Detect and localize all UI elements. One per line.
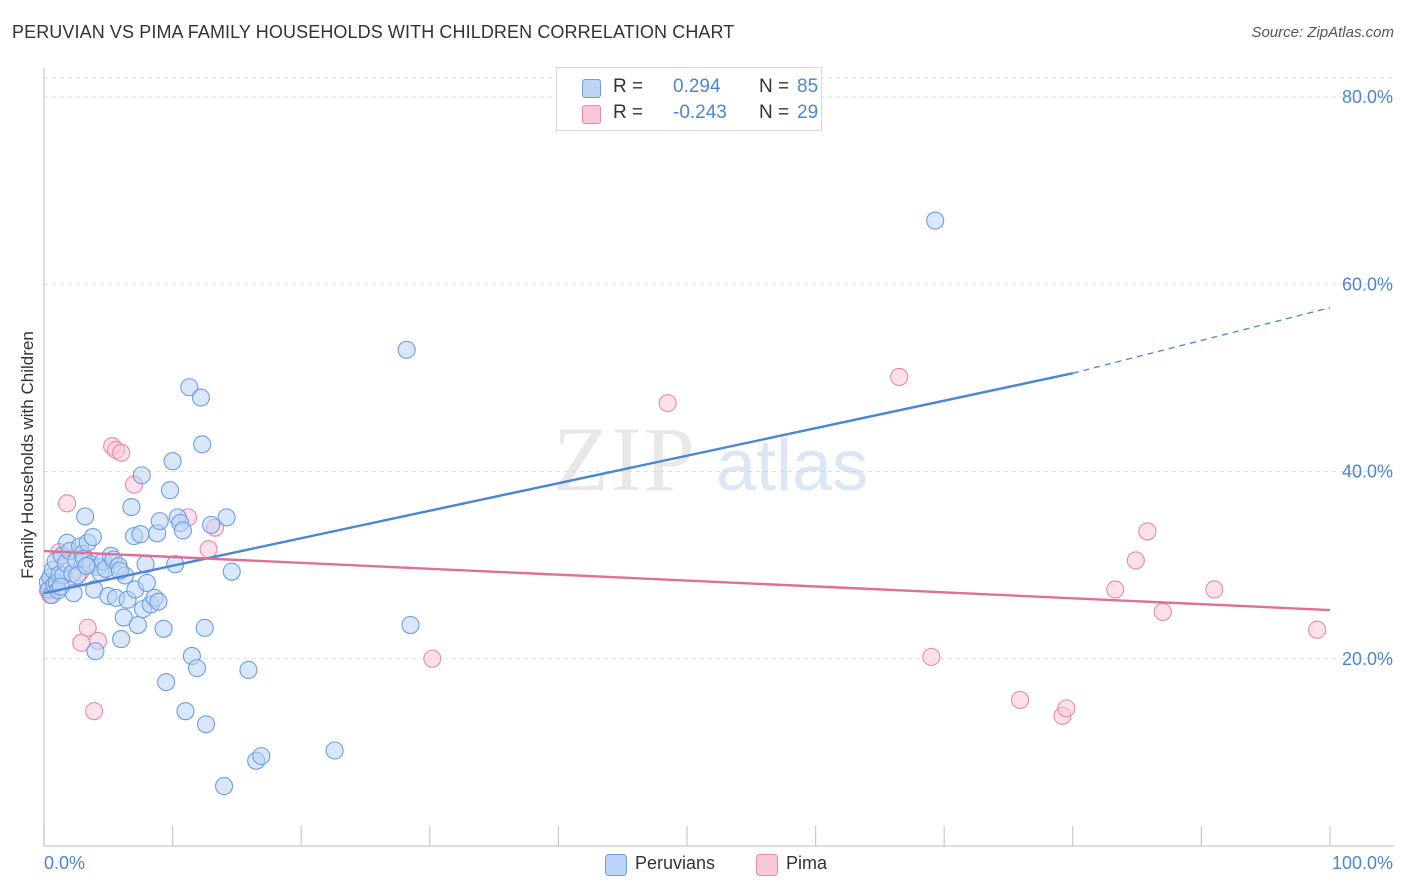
r-value: 0.294 [673, 76, 721, 97]
gridlines [44, 77, 1394, 660]
source-label: Source: ZipAtlas.com [1251, 24, 1394, 41]
peruvians-point [214, 777, 234, 796]
peruvians-point [86, 642, 105, 661]
legend-label-pima: Pima [786, 853, 828, 873]
peruvians-point [222, 562, 241, 581]
pima-point [1126, 551, 1145, 570]
peruvians-point [187, 659, 207, 678]
peruvians-point [122, 498, 141, 517]
x-ticks [43, 826, 1331, 846]
pima-point [1106, 580, 1125, 599]
peruvians-point [397, 340, 416, 359]
peruvians-point [252, 747, 271, 766]
pima-point [658, 394, 677, 413]
axes [43, 68, 1394, 847]
peruvians-point [239, 660, 258, 680]
peruvians-point [77, 557, 96, 576]
n-value: 29 [797, 102, 819, 123]
pima-point [78, 618, 97, 637]
chart-title: PERUVIAN VS PIMA FAMILY HOUSEHOLDS WITH … [12, 22, 735, 42]
peruvians-swatch [582, 79, 601, 98]
n-value: 85 [797, 76, 819, 97]
y-tick-label: 60.0% [1342, 274, 1393, 294]
pima-point [199, 540, 218, 559]
pima-point [85, 702, 104, 721]
x-tick-label-min: 0.0% [44, 853, 85, 873]
pima-point [1138, 522, 1157, 541]
peruvians-point [76, 507, 95, 526]
pima-point [890, 367, 909, 386]
peruvians-point [401, 615, 420, 635]
x-tick-label-max: 100.0% [1332, 853, 1393, 873]
peruvians-point [160, 481, 180, 500]
peruvians-point [180, 378, 199, 397]
pima-swatch [582, 105, 601, 124]
y-tick-label: 80.0% [1342, 87, 1393, 107]
peruvians-point [926, 211, 945, 230]
peruvians-point [150, 512, 169, 531]
peruvians-point [131, 525, 150, 544]
peruvians-point [191, 388, 210, 407]
peruvians-point [114, 608, 133, 627]
pima-point [1205, 580, 1224, 599]
pima-point [112, 443, 131, 462]
stats-box: R = 0.294 N = 85 R = -0.243 N = 29 [556, 67, 822, 131]
peruvians-point [128, 615, 147, 635]
peruvians-point [112, 630, 131, 649]
series-peruvians [38, 211, 945, 796]
peruvians-point [193, 435, 212, 454]
peruvians-trendline [43, 372, 1074, 595]
peruvians-point [217, 508, 236, 527]
peruvians-point [132, 466, 151, 485]
r-value: -0.243 [673, 102, 727, 123]
watermark: ZIP atlas [553, 408, 868, 510]
pima-point [1308, 620, 1327, 639]
y-tick-label: 40.0% [1342, 462, 1393, 482]
y-tick-labels: 20.0% 40.0% 60.0% 80.0% [1342, 87, 1393, 669]
y-tick-label: 20.0% [1342, 649, 1393, 669]
peruvians-point [137, 573, 156, 592]
peruvians-point [154, 619, 173, 638]
pima-point [1057, 699, 1076, 718]
peruvians-point [195, 618, 214, 637]
pima-point [1153, 602, 1172, 621]
trendlines [43, 307, 1331, 612]
y-axis-label: Family Households with Children [18, 331, 37, 579]
r-label: R = [613, 102, 644, 123]
peruvians-point [163, 452, 182, 471]
peruvians-point [325, 741, 344, 760]
peruvians-point [51, 577, 70, 596]
legend-label-peruvians: Peruvians [635, 853, 716, 873]
pima-point [922, 647, 941, 666]
pima-point [423, 649, 442, 668]
peruvians-point [173, 521, 192, 540]
pima-point [58, 494, 77, 513]
r-label: R = [613, 76, 644, 97]
n-label: N = [759, 102, 790, 123]
legend-swatch-pima [756, 854, 778, 876]
peruvians-point [149, 592, 168, 611]
peruvians-point [157, 673, 176, 692]
peruvians-point [83, 527, 102, 547]
peruvians-trendline-extension [1072, 307, 1331, 374]
pima-trendline [43, 549, 1331, 612]
legend-swatch-peruvians [605, 854, 627, 876]
watermark-atlas: atlas [716, 426, 868, 506]
peruvians-point [176, 702, 195, 721]
peruvians-point [202, 515, 221, 534]
n-label: N = [759, 76, 790, 97]
pima-point [1011, 690, 1030, 709]
peruvians-point [196, 715, 216, 734]
